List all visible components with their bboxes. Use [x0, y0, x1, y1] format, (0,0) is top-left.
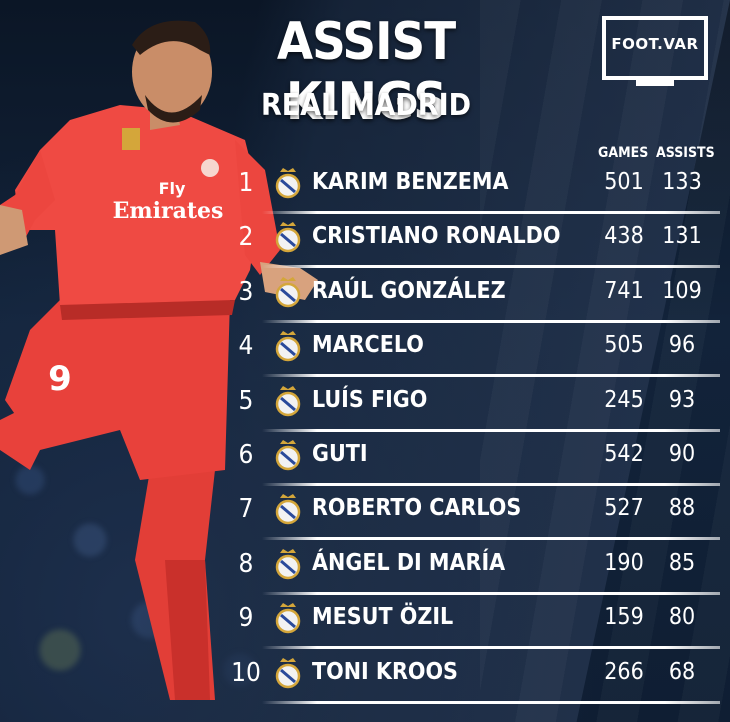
- row-divider: [262, 700, 720, 704]
- table-row: 1 KARIM BENZEMA 501 133: [0, 160, 730, 214]
- row-divider: [262, 319, 720, 323]
- player-name: ROBERTO CARLOS: [312, 495, 522, 522]
- row-divider: [262, 591, 720, 595]
- player-photo: Fly Emirates 9: [0, 20, 318, 700]
- rank-number: 9: [238, 603, 254, 634]
- shirt-sponsor-line1: Fly: [159, 179, 186, 198]
- games-value: 505: [604, 332, 644, 359]
- assists-value: 93: [668, 386, 696, 413]
- games-value: 159: [604, 604, 644, 631]
- player-name: ÁNGEL DI MARÍA: [312, 549, 506, 576]
- games-value: 190: [604, 549, 644, 576]
- assists-value: 133: [662, 169, 702, 195]
- table-row: 7 ROBERTO CARLOS 527 88: [0, 486, 730, 541]
- rank-number: 3: [238, 276, 254, 307]
- real-madrid-crest-icon: [274, 384, 302, 418]
- table-row: 4 MARCELO 505 96: [0, 323, 730, 378]
- games-value: 741: [604, 277, 644, 304]
- row-divider: [262, 483, 720, 486]
- real-madrid-crest-icon: [274, 438, 302, 472]
- table-row: 8 ÁNGEL DI MARÍA 190 85: [0, 541, 730, 595]
- page-title: ASSIST KINGS: [276, 12, 456, 132]
- assists-value: 88: [668, 495, 696, 522]
- row-divider: [262, 374, 720, 378]
- games-value: 542: [604, 441, 644, 467]
- rank-number: 2: [238, 222, 254, 253]
- games-value: 527: [604, 495, 644, 522]
- player-name: LUÍS FIGO: [312, 386, 428, 413]
- rank-number: 7: [238, 494, 254, 525]
- real-madrid-crest-icon: [274, 329, 302, 363]
- assists-value: 109: [662, 277, 702, 304]
- real-madrid-crest-icon: [274, 492, 302, 526]
- player-name: CRISTIANO RONALDO: [312, 223, 561, 250]
- assists-value: 131: [662, 223, 702, 250]
- assists-value: 68: [668, 658, 696, 685]
- row-divider: [262, 211, 720, 214]
- player-name: TONI KROOS: [312, 658, 458, 685]
- rank-number: 6: [238, 440, 254, 470]
- real-madrid-crest-icon: [274, 656, 302, 690]
- assists-value: 80: [668, 604, 696, 631]
- rank-number: 1: [238, 168, 254, 198]
- shirt-sponsor-line2: Emirates: [113, 198, 224, 224]
- table-row: 9 MESUT ÖZIL 159 80: [0, 595, 730, 650]
- rank-number: 8: [238, 548, 254, 579]
- games-value: 245: [604, 386, 644, 413]
- games-value: 438: [604, 223, 644, 250]
- row-divider: [262, 428, 720, 432]
- row-divider: [262, 646, 720, 650]
- table-row: 10 TONI KROOS 266 68: [0, 650, 730, 704]
- player-name: RAÚL GONZÁLEZ: [312, 277, 506, 304]
- rank-number: 4: [238, 331, 254, 362]
- player-name: MESUT ÖZIL: [312, 604, 454, 631]
- footvar-logo: FOOT.VAR: [602, 16, 708, 86]
- row-divider: [262, 537, 720, 541]
- table-row: 3 RAÚL GONZÁLEZ 741 109: [0, 269, 730, 323]
- diagonal-stripes: [480, 0, 730, 722]
- real-madrid-crest-icon: [274, 547, 302, 581]
- assists-value: 85: [668, 549, 696, 576]
- row-divider: [262, 265, 720, 269]
- column-header-assists: ASSISTS: [656, 145, 715, 161]
- real-madrid-crest-icon: [274, 166, 302, 200]
- rank-number: 10: [231, 657, 261, 688]
- logo-text: FOOT.VAR: [611, 35, 699, 53]
- table-row: 2 CRISTIANO RONALDO 438 131: [0, 214, 730, 269]
- real-madrid-crest-icon: [274, 601, 302, 635]
- player-name: KARIM BENZEMA: [312, 169, 509, 195]
- games-value: 501: [604, 169, 644, 195]
- table-row: 5 LUÍS FIGO 245 93: [0, 378, 730, 432]
- real-madrid-crest-icon: [274, 220, 302, 254]
- logo-stand: [636, 78, 674, 86]
- player-name: GUTI: [312, 441, 368, 467]
- page-subtitle: REAL MADRID: [260, 88, 472, 123]
- column-header-games: GAMES: [598, 145, 649, 161]
- games-value: 266: [604, 658, 644, 685]
- table-row: 6 GUTI 542 90: [0, 432, 730, 486]
- assists-value: 96: [668, 332, 696, 359]
- assists-value: 90: [668, 441, 696, 467]
- shorts-number: 9: [48, 359, 72, 399]
- player-name: MARCELO: [312, 332, 424, 359]
- real-madrid-crest-icon: [274, 275, 302, 309]
- rank-number: 5: [238, 385, 254, 416]
